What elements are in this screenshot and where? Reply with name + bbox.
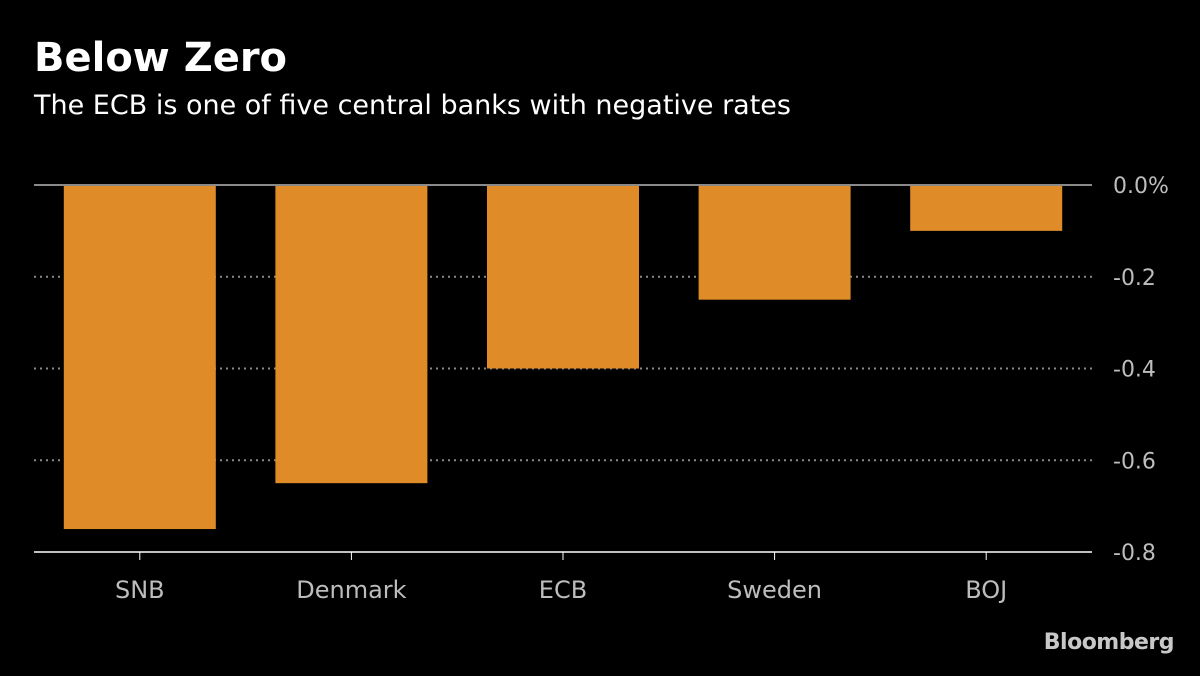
x-axis: [34, 551, 1092, 560]
bar-sweden: [698, 185, 851, 300]
chart-subtitle: The ECB is one of five central banks wit…: [34, 90, 791, 121]
bar-boj: [910, 185, 1063, 231]
y-tick-label: -0.2: [1113, 266, 1156, 291]
x-category-label: Sweden: [727, 576, 822, 604]
y-tick-label: -0.8: [1113, 541, 1156, 566]
chart-title: Below Zero: [34, 35, 288, 81]
y-tick-label: -0.4: [1113, 358, 1156, 383]
bar-ecb: [487, 185, 639, 369]
bar-snb: [63, 185, 216, 530]
y-tick-label: -0.6: [1113, 449, 1156, 474]
bar-denmark: [275, 185, 428, 484]
x-category-label: BOJ: [965, 576, 1007, 604]
y-tick-label: 0.0%: [1113, 174, 1169, 199]
x-category-label: Denmark: [296, 576, 406, 604]
x-category-label: SNB: [115, 576, 165, 604]
x-category-label: ECB: [539, 576, 587, 604]
category-labels: SNB Denmark ECB Sweden BOJ: [115, 576, 1007, 604]
source-logo: Bloomberg: [1043, 630, 1175, 655]
bars: [63, 185, 1063, 530]
y-axis-labels: 0.0% -0.2 -0.4 -0.6 -0.8: [1113, 174, 1169, 566]
